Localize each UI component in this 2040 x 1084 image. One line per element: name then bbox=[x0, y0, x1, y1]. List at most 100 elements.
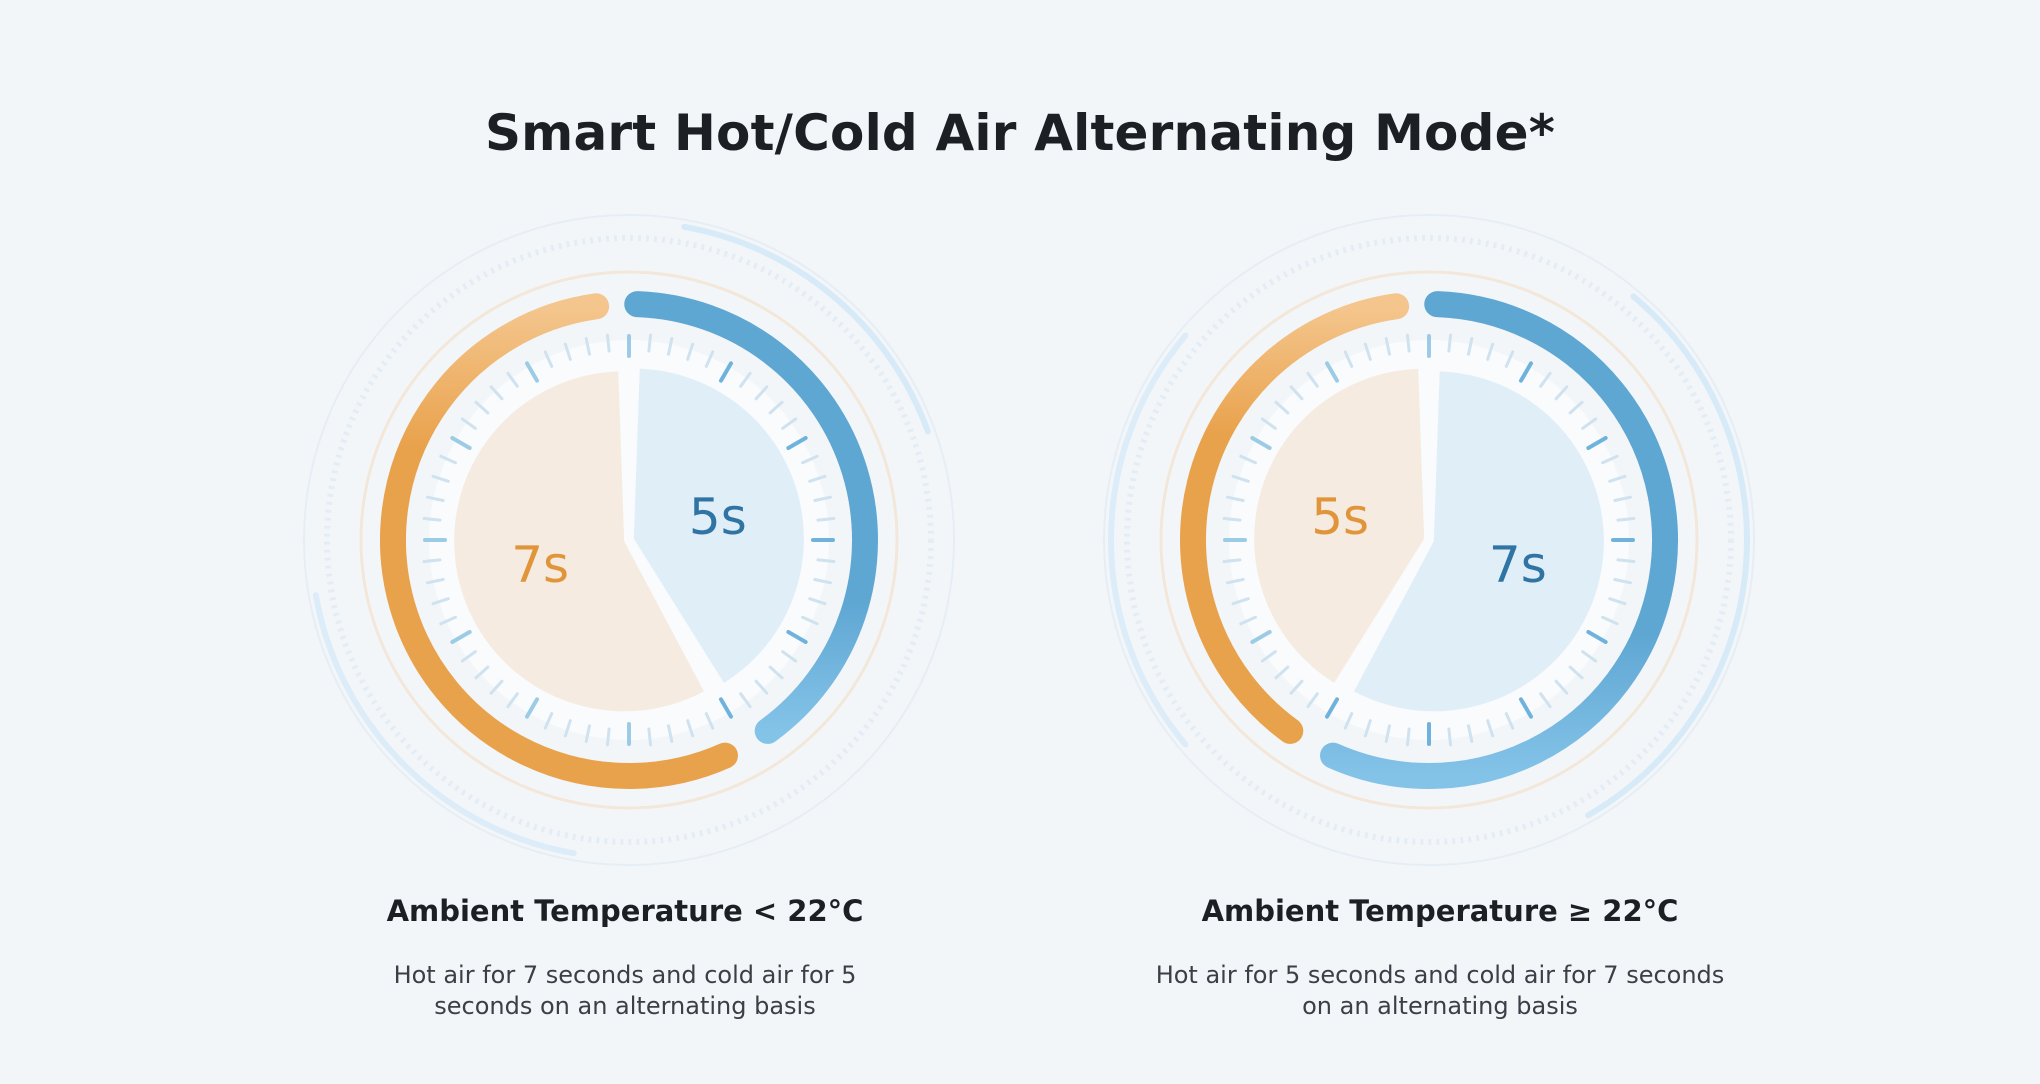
dotted-ring bbox=[1124, 235, 1734, 845]
dial-tick bbox=[1260, 650, 1277, 663]
timer-dial-at-or-above-22: 5s 7s bbox=[1089, 200, 1769, 880]
dial-tick bbox=[584, 337, 591, 356]
dial-tick bbox=[754, 385, 769, 401]
dial-tick bbox=[1467, 724, 1474, 743]
dial-tick bbox=[1568, 665, 1584, 680]
dial-tick bbox=[1554, 385, 1569, 401]
dial-tick bbox=[431, 597, 450, 606]
dial-tick bbox=[768, 400, 784, 415]
decor-arc bbox=[1108, 332, 1189, 748]
dial-tick bbox=[1447, 727, 1453, 747]
cold-segment bbox=[1354, 371, 1604, 712]
description-line: seconds on an alternating basis bbox=[434, 992, 816, 1020]
dial-tick bbox=[781, 417, 798, 430]
dial-tick bbox=[801, 615, 819, 626]
dial-tick bbox=[667, 724, 674, 743]
dial-tick bbox=[1289, 385, 1304, 401]
panel-heading-below-22: Ambient Temperature < 22°C bbox=[386, 894, 864, 928]
dial-tick bbox=[1405, 333, 1411, 353]
dial-tick bbox=[489, 679, 504, 695]
dial-tick bbox=[543, 350, 554, 368]
dial-tick bbox=[813, 578, 832, 585]
dial-tick bbox=[686, 342, 695, 361]
dial-tick bbox=[667, 337, 674, 356]
dial-tick bbox=[1447, 333, 1453, 353]
dial-tick bbox=[1274, 400, 1290, 415]
dial-tick bbox=[1260, 417, 1277, 430]
dial-tick bbox=[439, 615, 457, 626]
dial-tick bbox=[781, 650, 798, 663]
dial-tick bbox=[1239, 615, 1257, 626]
dial-tick bbox=[786, 436, 808, 450]
dial-tick bbox=[1363, 342, 1372, 361]
dial-tick bbox=[1586, 436, 1608, 450]
dial-tick bbox=[1613, 578, 1632, 585]
dial-tick bbox=[816, 516, 836, 522]
dial-tick bbox=[768, 665, 784, 680]
dial-tick bbox=[460, 650, 477, 663]
dial-tick bbox=[1363, 719, 1372, 738]
dial-tick bbox=[1384, 724, 1391, 743]
dial-tick bbox=[426, 495, 445, 502]
description-line: Hot air for 5 seconds and cold air for 7… bbox=[1155, 961, 1725, 989]
dial-tick bbox=[1601, 615, 1619, 626]
dial-tick bbox=[704, 350, 715, 368]
dial-tick bbox=[808, 597, 827, 606]
page-title: Smart Hot/Cold Air Alternating Mode* bbox=[484, 104, 1556, 162]
decor-arc bbox=[681, 223, 931, 435]
dial-tick bbox=[1343, 350, 1354, 368]
dial-tick bbox=[1608, 597, 1627, 606]
dial-tick bbox=[1306, 371, 1319, 388]
dial-tick bbox=[719, 697, 733, 719]
dial-tick bbox=[525, 361, 539, 383]
dial-tick bbox=[543, 712, 554, 730]
dial-tick bbox=[1231, 597, 1250, 606]
dial-tick bbox=[584, 724, 591, 743]
dial-tick bbox=[1239, 454, 1257, 465]
dial-tick bbox=[1608, 474, 1627, 483]
dial-tick bbox=[1343, 712, 1354, 730]
inner-ring bbox=[1159, 270, 1699, 810]
dial-tick bbox=[1616, 558, 1636, 564]
dial-tick bbox=[686, 719, 695, 738]
inner-ring bbox=[359, 270, 899, 810]
dial-tick bbox=[1222, 516, 1242, 522]
dial-tick bbox=[605, 333, 611, 353]
description-line: on an alternating basis bbox=[1302, 992, 1578, 1020]
dial-tick bbox=[719, 361, 733, 383]
dial-tick bbox=[563, 342, 572, 361]
hot-segment bbox=[454, 371, 704, 712]
dial-tick bbox=[1467, 337, 1474, 356]
dial-tick bbox=[647, 727, 653, 747]
description-line: Hot air for 7 seconds and cold air for 5 bbox=[393, 961, 857, 989]
dial-tick bbox=[506, 371, 519, 388]
dial-tick bbox=[813, 495, 832, 502]
timer-dial-graphic: 5s 7s bbox=[1103, 214, 1755, 866]
dotted-ring bbox=[324, 235, 934, 845]
dial-tick bbox=[1554, 679, 1569, 695]
hot-arc bbox=[1180, 293, 1410, 744]
dial-tick bbox=[1325, 361, 1339, 383]
dial-tick bbox=[1601, 454, 1619, 465]
dial-tick bbox=[422, 516, 442, 522]
dial-tick bbox=[808, 474, 827, 483]
panel-heading-at-or-above-22: Ambient Temperature ≥ 22°C bbox=[1201, 894, 1679, 928]
dial-tick bbox=[1519, 697, 1533, 719]
dial-tick bbox=[1222, 558, 1242, 564]
dial-tick bbox=[1250, 630, 1272, 644]
dial-tick bbox=[489, 385, 504, 401]
hot-duration-label: 7s bbox=[511, 536, 569, 594]
dial-tick bbox=[474, 665, 490, 680]
dial-tick bbox=[439, 454, 457, 465]
dial-tick bbox=[1616, 516, 1636, 522]
decor-arc bbox=[312, 592, 577, 857]
cold-arc bbox=[1320, 291, 1678, 789]
dial-tick bbox=[1405, 727, 1411, 747]
dial-tick bbox=[1226, 578, 1245, 585]
dial-tick bbox=[1504, 350, 1515, 368]
cold-segment bbox=[633, 368, 804, 683]
dial-tick bbox=[1486, 719, 1495, 738]
dial-tick bbox=[1613, 495, 1632, 502]
dial-tick bbox=[1274, 665, 1290, 680]
dial-tick bbox=[1519, 361, 1533, 383]
